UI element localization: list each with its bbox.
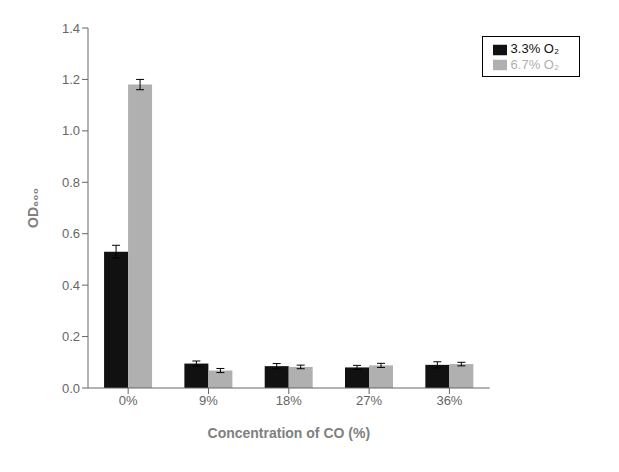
svg-text:0.6: 0.6	[62, 226, 80, 241]
svg-text:1.0: 1.0	[62, 123, 80, 138]
svg-text:0%: 0%	[119, 393, 138, 408]
svg-text:27%: 27%	[356, 393, 382, 408]
svg-text:0.2: 0.2	[62, 329, 80, 344]
svg-text:18%: 18%	[276, 393, 302, 408]
svg-text:Concentration of CO (%): Concentration of CO (%)	[208, 425, 371, 441]
svg-text:0.4: 0.4	[62, 278, 80, 293]
svg-text:1.2: 1.2	[62, 72, 80, 87]
svg-text:9%: 9%	[199, 393, 218, 408]
svg-text:0.8: 0.8	[62, 175, 80, 190]
svg-text:OD₆₀₀: OD₆₀₀	[25, 188, 41, 228]
svg-text:36%: 36%	[436, 393, 462, 408]
svg-text:1.4: 1.4	[62, 21, 80, 36]
html-text:6.7% O₂: 6.7% O₂	[510, 56, 559, 72]
html-text:3.3% O₂: 3.3% O₂	[510, 41, 559, 56]
svg-text:0.0: 0.0	[62, 381, 80, 396]
